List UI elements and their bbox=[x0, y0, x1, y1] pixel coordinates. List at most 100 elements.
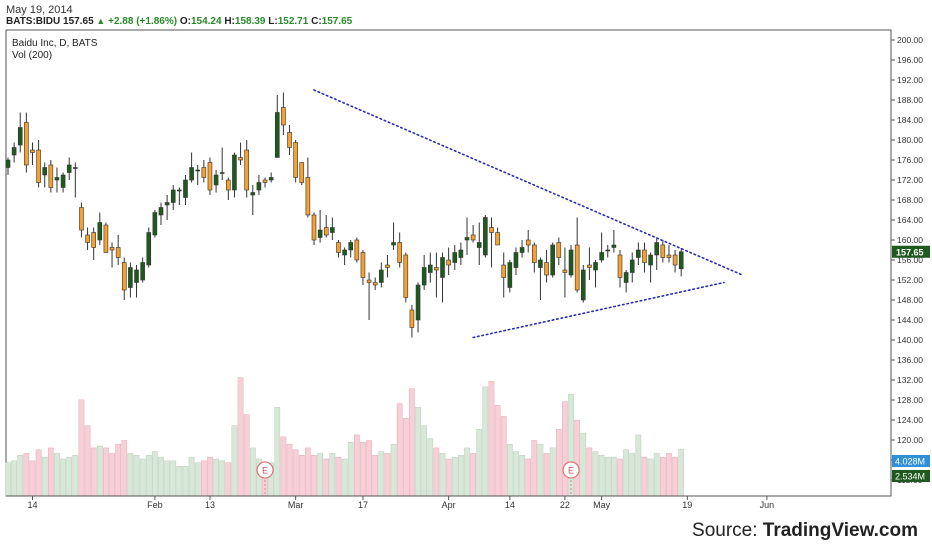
candle bbox=[213, 170, 219, 193]
candle bbox=[672, 250, 678, 273]
candle bbox=[323, 215, 329, 238]
candle-body bbox=[470, 234, 476, 241]
volume-bar bbox=[574, 419, 581, 497]
volume-bar bbox=[182, 466, 189, 497]
volume-bar bbox=[41, 456, 48, 497]
volume-bar bbox=[47, 447, 54, 497]
chart-title: Baidu Inc, D, BATS bbox=[12, 38, 98, 49]
candle-body bbox=[36, 149, 41, 183]
earnings-circle bbox=[256, 461, 274, 479]
trendline bbox=[313, 89, 744, 276]
candle bbox=[348, 240, 354, 258]
volume-bar bbox=[35, 449, 42, 497]
candle-body bbox=[66, 164, 72, 173]
volume-bar bbox=[378, 451, 385, 497]
low-label: L: bbox=[268, 16, 278, 27]
candle bbox=[415, 282, 421, 333]
candle-body bbox=[336, 242, 341, 253]
candle-body bbox=[219, 172, 225, 174]
candle-body bbox=[17, 127, 23, 146]
candle-body bbox=[458, 249, 464, 258]
volume-bar bbox=[451, 456, 458, 497]
candle bbox=[623, 270, 629, 293]
candle bbox=[262, 177, 268, 188]
candle bbox=[183, 175, 188, 205]
candle-body bbox=[654, 242, 660, 256]
volume-bar bbox=[409, 388, 415, 497]
volume-bar bbox=[555, 429, 562, 497]
y-tick-label: 124.00 bbox=[897, 415, 923, 425]
candle-body bbox=[73, 167, 78, 169]
y-tick-label: 148.00 bbox=[897, 295, 923, 305]
candle bbox=[440, 252, 445, 303]
candle-body bbox=[91, 232, 96, 248]
volume-bar bbox=[341, 458, 348, 497]
candle bbox=[287, 125, 292, 155]
volume-bar bbox=[225, 462, 232, 497]
volume-bar bbox=[66, 456, 73, 497]
candle-body bbox=[60, 174, 66, 188]
candle-body bbox=[79, 207, 84, 231]
volume-bar bbox=[139, 458, 146, 497]
candle-body bbox=[379, 269, 384, 283]
volume-bar bbox=[29, 460, 36, 497]
trendlines bbox=[313, 89, 744, 339]
axis-badges: 157.65 4.028M 2.534M bbox=[892, 245, 930, 482]
candle bbox=[311, 212, 317, 245]
volume-bar bbox=[506, 443, 513, 497]
source-prefix: Source: bbox=[692, 520, 763, 541]
candle bbox=[617, 250, 623, 288]
volume-bar bbox=[78, 399, 85, 497]
volume-bar bbox=[537, 443, 544, 497]
x-tick-label: 17 bbox=[358, 500, 368, 510]
x-tick-label: 22 bbox=[560, 500, 570, 510]
candle-body bbox=[146, 232, 152, 266]
y-tick-label: 160.00 bbox=[897, 235, 923, 245]
candle-body bbox=[281, 107, 286, 126]
volume-bar bbox=[17, 455, 24, 497]
candle-body bbox=[434, 267, 439, 271]
candle bbox=[372, 277, 378, 290]
candle-body bbox=[599, 252, 604, 261]
candle bbox=[587, 247, 592, 280]
volume-bar bbox=[623, 449, 629, 497]
candle bbox=[421, 255, 427, 290]
candle bbox=[281, 92, 286, 135]
volume-bar bbox=[598, 455, 605, 497]
volume-bar bbox=[72, 455, 79, 497]
source-credit: Source: TradingView.com bbox=[692, 520, 918, 542]
price-axis: 112.00116.00120.00124.00128.00132.00136.… bbox=[891, 35, 923, 485]
candle bbox=[60, 172, 66, 193]
candle-body bbox=[54, 177, 60, 181]
candle bbox=[256, 175, 262, 195]
volume-bar bbox=[666, 453, 672, 497]
volume-bar bbox=[445, 458, 452, 497]
volume-bar bbox=[133, 455, 140, 497]
candle bbox=[195, 165, 201, 185]
candle bbox=[54, 167, 60, 193]
candle-body bbox=[97, 222, 103, 241]
candle bbox=[354, 237, 360, 263]
candle-body bbox=[287, 132, 292, 148]
candle bbox=[593, 260, 598, 288]
candle bbox=[489, 217, 494, 268]
price-change: +2.88 (+1.86%) bbox=[108, 16, 178, 27]
volume-bar bbox=[592, 451, 599, 497]
candle bbox=[189, 152, 194, 183]
candle-body bbox=[121, 262, 127, 291]
candle-body bbox=[183, 179, 188, 198]
candle-body bbox=[244, 149, 249, 191]
candle bbox=[91, 227, 96, 260]
volume-bar bbox=[11, 460, 17, 497]
candle-body bbox=[544, 262, 549, 276]
candle-body bbox=[623, 272, 629, 283]
candle-body bbox=[342, 249, 347, 256]
candle-body bbox=[115, 247, 121, 258]
candle bbox=[128, 262, 133, 298]
volume-bar bbox=[115, 443, 122, 497]
volume-bar bbox=[611, 456, 617, 497]
candle-body bbox=[562, 269, 568, 273]
chart-date: May 19, 2014 bbox=[6, 4, 73, 16]
candle-body bbox=[397, 242, 402, 263]
